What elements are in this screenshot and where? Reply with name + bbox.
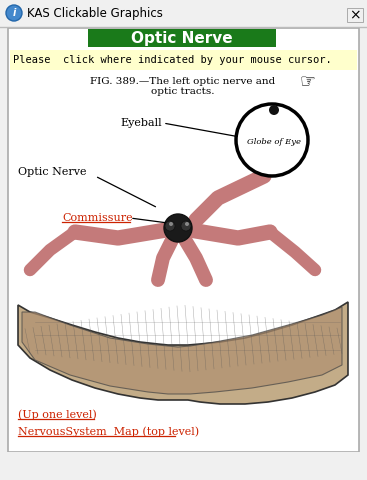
- Circle shape: [269, 105, 279, 115]
- Circle shape: [165, 221, 175, 231]
- Circle shape: [236, 104, 308, 176]
- Text: optic tracts.: optic tracts.: [151, 87, 215, 96]
- Text: Optic Nerve: Optic Nerve: [131, 31, 233, 46]
- Text: Commissure: Commissure: [62, 213, 132, 223]
- Circle shape: [6, 5, 22, 21]
- Circle shape: [169, 222, 173, 226]
- Bar: [8, 28, 359, 452]
- Circle shape: [181, 221, 191, 231]
- Text: Please  click where indicated by your mouse cursor.: Please click where indicated by your mou…: [13, 55, 332, 65]
- Text: i: i: [12, 8, 16, 18]
- Text: KAS Clickable Graphics: KAS Clickable Graphics: [27, 7, 163, 20]
- Bar: [347, 8, 363, 22]
- Text: (Up one level): (Up one level): [18, 410, 97, 420]
- Circle shape: [185, 222, 189, 226]
- Text: NervousSystem  Map (top level): NervousSystem Map (top level): [18, 427, 199, 437]
- Text: ×: ×: [349, 8, 361, 22]
- Text: FIG. 389.—The left optic nerve and: FIG. 389.—The left optic nerve and: [90, 77, 276, 86]
- Bar: [0, 452, 367, 480]
- Polygon shape: [18, 302, 348, 404]
- Bar: [88, 29, 276, 47]
- Text: Eyeball: Eyeball: [120, 118, 162, 128]
- Polygon shape: [22, 307, 342, 394]
- Bar: [10, 50, 357, 70]
- Bar: [0, 0, 367, 25]
- Text: Globe of Eye: Globe of Eye: [247, 138, 301, 146]
- Circle shape: [164, 214, 192, 242]
- Text: ☞: ☞: [300, 72, 316, 90]
- Text: Optic Nerve: Optic Nerve: [18, 167, 87, 177]
